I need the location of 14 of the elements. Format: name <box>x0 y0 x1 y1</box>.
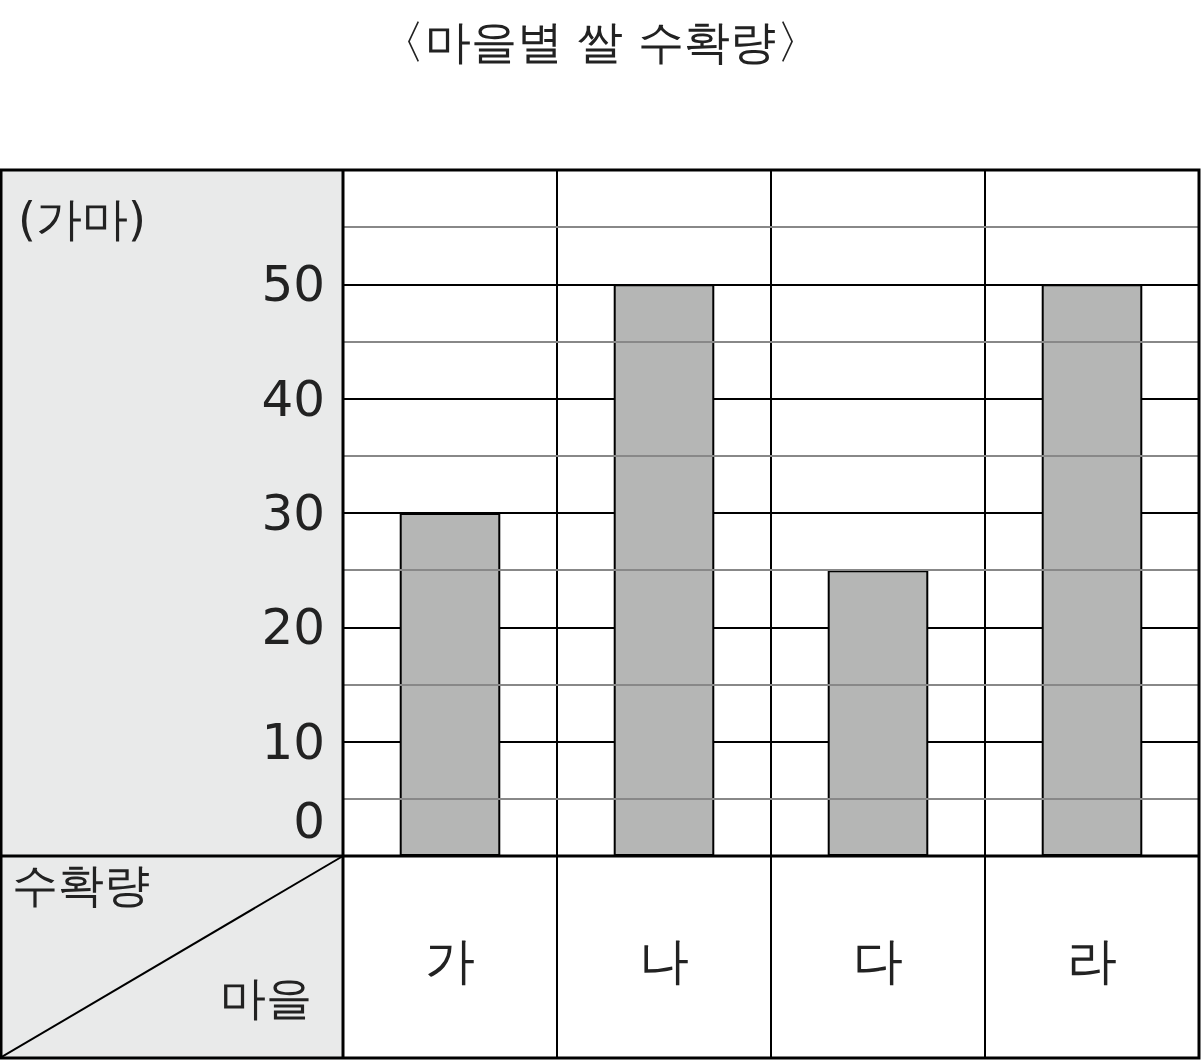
x-tick-label: 나 <box>639 932 689 990</box>
y-tick-label: 10 <box>261 712 325 771</box>
chart-title: 〈마을별 쌀 수확량〉 <box>378 15 823 69</box>
y-tick-label: 40 <box>261 369 325 428</box>
text: 수확량 <box>12 858 150 912</box>
y-tick-label: 20 <box>261 598 325 657</box>
y-tick-label: 50 <box>261 255 325 314</box>
y-axis-title: (가마) <box>18 192 146 246</box>
x-tick-label: 다 <box>853 932 903 990</box>
x-tick-label: 가 <box>425 932 475 990</box>
x-axis-title: 마을 <box>220 971 312 1025</box>
x-tick-label: 라 <box>1067 932 1117 990</box>
y-tick-label: 0 <box>293 792 325 850</box>
y-tick-label: 30 <box>261 484 325 542</box>
